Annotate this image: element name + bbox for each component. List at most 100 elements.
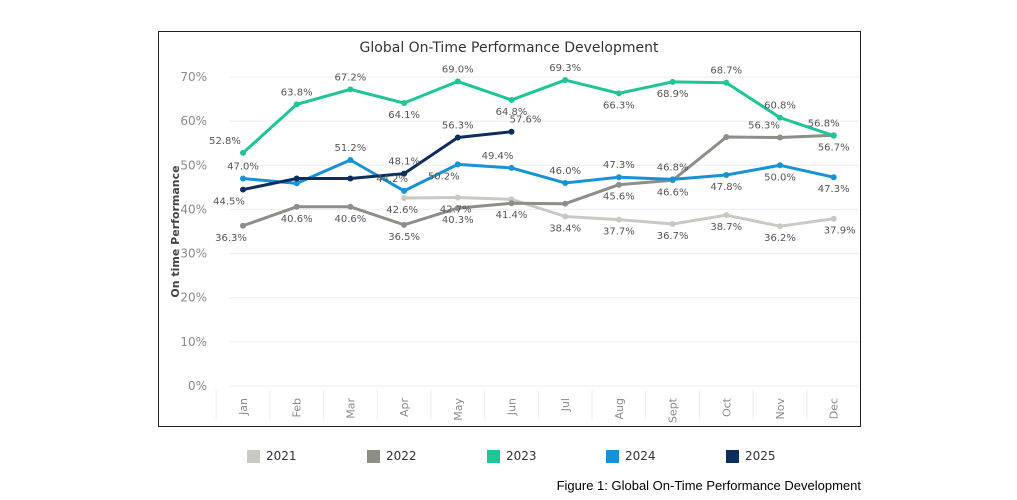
data-label-2023-dec: 56.7% xyxy=(818,143,850,154)
point-2024-mar xyxy=(347,156,354,163)
data-label-2024-dec: 47.3% xyxy=(818,184,850,195)
y-tick-label: 40% xyxy=(180,202,207,216)
series-line-2022 xyxy=(241,133,836,228)
legend-label-2022: 2022 xyxy=(386,449,417,463)
data-label-2024-jul: 46.0% xyxy=(549,166,581,177)
point-2023-sept xyxy=(669,78,676,85)
point-2022-jan xyxy=(240,222,246,229)
point-2021-nov xyxy=(777,223,783,230)
data-label-2021-nov: 36.2% xyxy=(764,233,796,244)
point-2024-may xyxy=(454,161,461,168)
y-tick-label: 20% xyxy=(180,291,207,305)
legend-swatch-2022 xyxy=(367,449,380,463)
legend-swatch-2025 xyxy=(726,449,739,463)
data-label-2022-feb: 40.6% xyxy=(281,214,313,225)
data-label-2025-jun: 57.6% xyxy=(510,115,542,126)
x-tick-label-nov: Nov xyxy=(774,398,787,420)
data-label-2022-aug: 45.6% xyxy=(603,192,635,203)
data-label-2021-aug: 37.7% xyxy=(603,227,635,238)
data-label-2022-sept: 46.6% xyxy=(657,187,689,198)
point-2024-jun xyxy=(508,164,515,171)
y-axis-label: On time Performance xyxy=(169,165,182,297)
legend-swatch-2024 xyxy=(606,449,619,463)
point-2021-dec xyxy=(830,215,837,222)
data-label-2024-aug: 47.3% xyxy=(603,160,635,171)
point-2022-oct xyxy=(723,134,730,141)
data-label-2023-nov: 60.8% xyxy=(764,101,796,112)
data-label-2024-jun: 49.4% xyxy=(482,151,514,162)
data-label-2025-may: 56.3% xyxy=(442,120,474,131)
legend-item-2022: 2022 xyxy=(367,447,417,465)
data-label-2021-may: 42.7% xyxy=(440,205,472,216)
x-tick-label-sept: Sept xyxy=(667,397,680,423)
x-tick-label-jan: Jan xyxy=(237,398,250,416)
series-line-2025 xyxy=(241,130,513,192)
x-tick-label-aug: Aug xyxy=(613,398,626,419)
point-2022-mar xyxy=(347,203,354,210)
point-2022-jul xyxy=(562,200,569,207)
line-chart: Global On-Time Performance Development 0%… xyxy=(169,40,859,423)
data-label-2023-jan: 52.8% xyxy=(209,136,241,147)
data-label-2023-jun: 64.8% xyxy=(496,107,528,118)
legend-item-2021: 2021 xyxy=(247,447,297,465)
point-2021-may xyxy=(454,194,461,201)
point-2022-jun xyxy=(508,200,515,207)
point-2024-nov xyxy=(777,162,783,169)
x-tick-label-feb: Feb xyxy=(291,398,304,417)
x-tick-label-may: May xyxy=(452,398,465,421)
data-label-2025-apr: 48.1% xyxy=(388,157,420,168)
point-2023-jun xyxy=(508,96,515,103)
point-2024-apr xyxy=(401,187,408,194)
legend-label-2023: 2023 xyxy=(506,449,537,463)
legend-item-2024: 2024 xyxy=(606,447,656,465)
data-label-2022-may: 40.3% xyxy=(442,215,474,226)
x-tick-label-jun: Jun xyxy=(506,398,519,416)
point-2022-may xyxy=(454,205,461,212)
data-label-2023-aug: 66.3% xyxy=(603,100,635,111)
data-label-2024-apr: 44.2% xyxy=(376,174,408,185)
data-label-2024-mar: 51.2% xyxy=(335,143,367,154)
data-label-2023-oct: 68.7% xyxy=(710,66,742,77)
y-tick-label: 30% xyxy=(180,247,207,261)
point-2023-jan xyxy=(240,149,246,156)
data-label-2022-mar: 40.6% xyxy=(335,214,367,225)
point-2022-nov xyxy=(777,134,783,141)
legend-label-2025: 2025 xyxy=(745,449,776,463)
data-label-2023-apr: 64.1% xyxy=(388,110,420,121)
legend-swatch-2021 xyxy=(247,449,260,463)
point-2021-apr xyxy=(401,194,408,201)
point-2025-mar xyxy=(347,175,354,182)
data-label-2024-oct: 47.8% xyxy=(710,182,742,193)
chart-frame: Global On-Time Performance Development 0%… xyxy=(158,31,861,427)
data-label-2023-mar: 67.2% xyxy=(335,72,367,83)
point-2021-sept xyxy=(669,220,676,227)
point-2024-sept xyxy=(669,176,676,183)
data-label-2021-jul: 38.4% xyxy=(549,223,581,234)
data-label-2024-nov: 50.0% xyxy=(764,172,796,183)
data-label-2022-jan: 36.3% xyxy=(215,233,247,244)
point-2023-aug xyxy=(615,90,622,97)
data-label-2025-jan: 44.5% xyxy=(213,197,245,208)
point-2022-feb xyxy=(293,203,300,210)
point-2025-apr xyxy=(401,170,408,177)
point-2022-apr xyxy=(401,221,408,228)
legend-label-2021: 2021 xyxy=(266,449,297,463)
chart-legend: 2021 2022 2023 2024 2025 xyxy=(0,447,1017,467)
data-label-2022-apr: 36.5% xyxy=(388,232,420,243)
data-label-2021-apr: 42.6% xyxy=(386,205,418,216)
y-tick-label: 70% xyxy=(180,70,207,84)
legend-item-2025: 2025 xyxy=(726,447,776,465)
point-2025-may xyxy=(454,134,461,141)
point-2024-oct xyxy=(723,171,730,178)
data-label-2023-may: 69.0% xyxy=(442,64,474,75)
data-label-2023-jul: 69.3% xyxy=(549,63,581,74)
point-2025-feb xyxy=(293,175,300,182)
data-label-2022-dec: 56.8% xyxy=(808,118,840,129)
point-2021-oct xyxy=(723,212,730,219)
legend-label-2024: 2024 xyxy=(625,449,656,463)
point-2023-may xyxy=(454,78,461,85)
point-2024-feb xyxy=(293,180,300,187)
legend-swatch-2023 xyxy=(487,449,500,463)
legend-item-2023: 2023 xyxy=(487,447,537,465)
point-2025-jan xyxy=(240,186,246,193)
